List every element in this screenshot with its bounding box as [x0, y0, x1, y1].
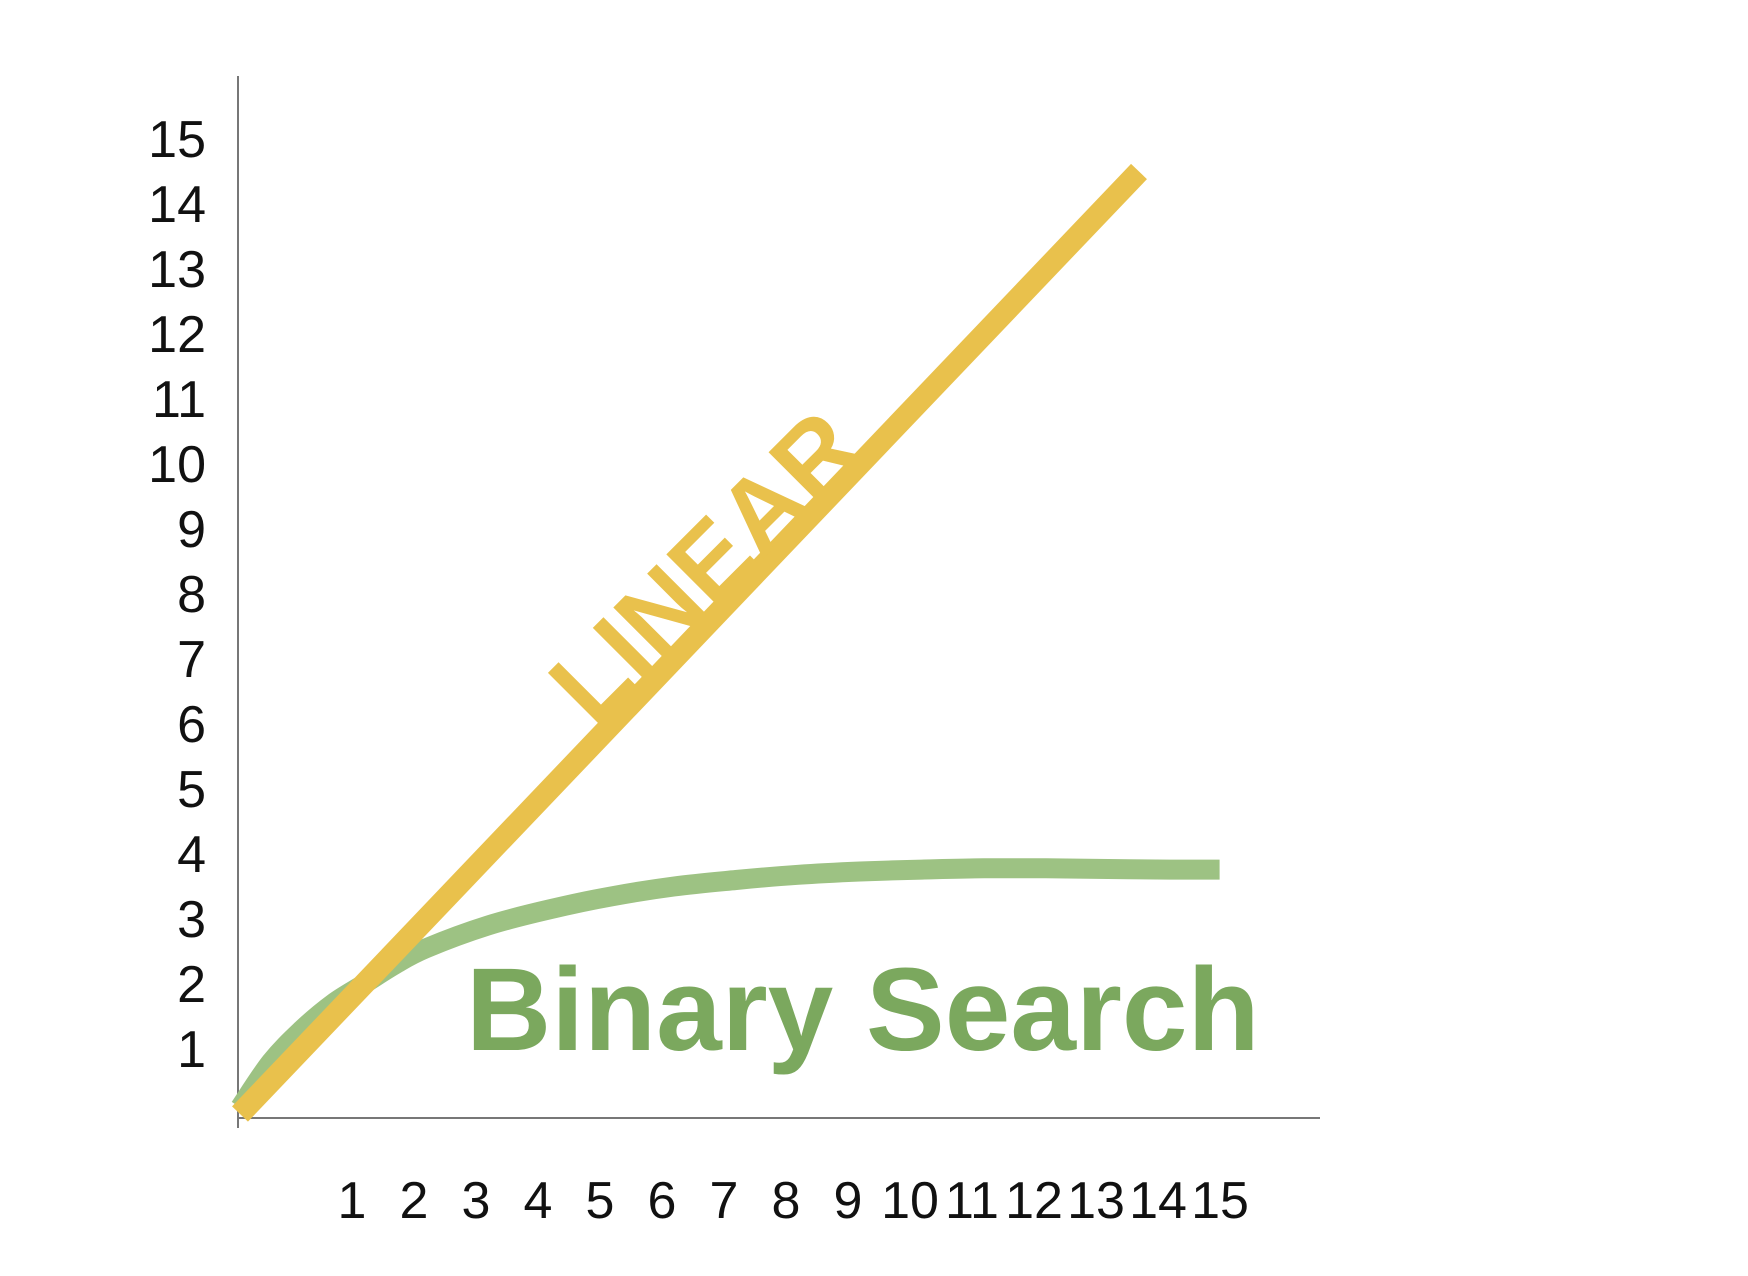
x-tick-label: 9 [834, 1172, 863, 1230]
y-tick-label: 12 [148, 306, 206, 364]
y-tick-label: 11 [152, 371, 206, 429]
x-tick-label: 10 [881, 1172, 939, 1230]
y-tick-label: 4 [177, 826, 206, 884]
y-tick-label: 9 [177, 501, 206, 559]
x-tick-label: 8 [772, 1172, 801, 1230]
x-tick-label: 7 [710, 1172, 739, 1230]
binary-search-annotation: Binary Search [466, 944, 1260, 1076]
x-tick-label: 2 [400, 1172, 429, 1230]
x-tick-label: 11 [945, 1172, 999, 1230]
series-annotations: LINEAR Binary Search [466, 389, 1260, 1076]
x-tick-labels: 1 2 3 4 5 6 7 8 9 10 11 12 13 14 15 [338, 1172, 1249, 1230]
x-tick-label: 3 [462, 1172, 491, 1230]
x-tick-label: 15 [1191, 1172, 1249, 1230]
y-tick-label: 7 [177, 631, 206, 689]
y-tick-label: 6 [177, 696, 206, 754]
y-tick-label: 5 [177, 761, 206, 819]
axes [237, 76, 1320, 1128]
x-tick-label: 6 [648, 1172, 677, 1230]
y-tick-label: 8 [177, 566, 206, 624]
y-tick-label: 10 [148, 436, 206, 494]
x-tick-label: 13 [1067, 1172, 1125, 1230]
y-tick-label: 1 [177, 1021, 206, 1079]
x-tick-label: 5 [586, 1172, 615, 1230]
y-tick-label: 3 [177, 891, 206, 949]
linear-series-line [232, 163, 1147, 1122]
y-tick-label: 15 [148, 111, 206, 169]
x-tick-label: 4 [524, 1172, 553, 1230]
y-tick-label: 2 [177, 956, 206, 1014]
series [231, 163, 1220, 1122]
x-tick-label: 14 [1129, 1172, 1187, 1230]
x-tick-label: 12 [1005, 1172, 1063, 1230]
x-tick-label: 1 [338, 1172, 367, 1230]
y-tick-label: 14 [148, 176, 206, 234]
linear-annotation: LINEAR [528, 389, 884, 745]
y-tick-label: 13 [148, 241, 206, 299]
